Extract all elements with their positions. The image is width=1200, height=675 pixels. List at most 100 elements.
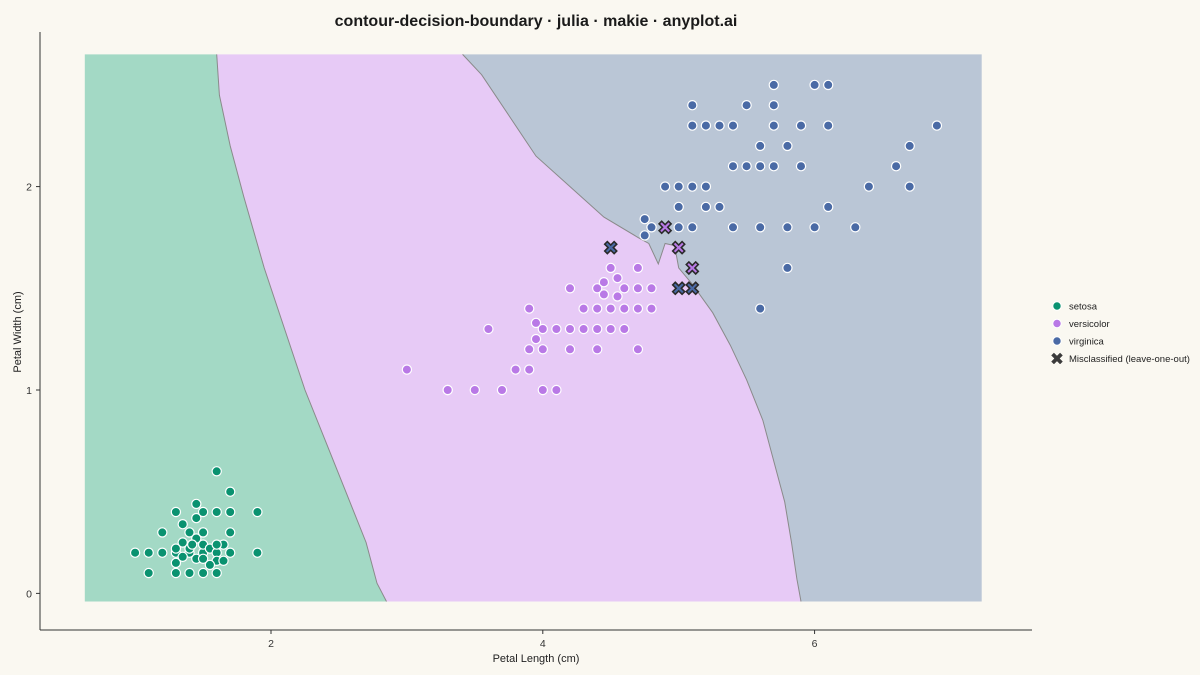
- legend-label: virginica: [1069, 337, 1105, 348]
- point-versicolor: [612, 272, 623, 284]
- point-setosa: [211, 567, 222, 579]
- x-tick-label: 2: [268, 638, 274, 650]
- point-setosa: [211, 506, 222, 518]
- point-virginica: [673, 201, 684, 213]
- point-setosa: [224, 486, 236, 497]
- boundary-setosa-versicolor: [216, 54, 387, 602]
- point-virginica: [755, 303, 766, 314]
- point-setosa: [186, 539, 198, 550]
- point-virginica: [700, 181, 712, 192]
- axes: 2 4 6 0 1 2: [26, 32, 1032, 650]
- point-virginica: [904, 140, 915, 152]
- point-virginica: [673, 222, 684, 233]
- point-setosa: [252, 547, 263, 558]
- region-setosa: [84, 54, 387, 602]
- point-virginica: [890, 160, 902, 172]
- point-virginica: [687, 99, 698, 111]
- data-points: [129, 79, 943, 579]
- point-virginica: [714, 201, 725, 213]
- point-versicolor: [537, 384, 549, 396]
- point-setosa: [184, 567, 195, 579]
- point-setosa: [211, 466, 222, 477]
- x-axis-label: Petal Length (cm): [493, 653, 580, 665]
- point-virginica: [727, 160, 739, 172]
- legend-label: Misclassified (leave-one-out): [1069, 354, 1190, 365]
- point-virginica: [741, 99, 752, 111]
- point-virginica: [755, 140, 766, 152]
- point-versicolor: [578, 303, 589, 314]
- point-virginica: [700, 201, 712, 213]
- point-setosa: [170, 543, 182, 554]
- point-versicolor: [605, 323, 616, 335]
- point-virginica: [904, 181, 915, 192]
- point-misclassified: [671, 240, 686, 255]
- point-versicolor: [537, 323, 549, 335]
- point-versicolor: [646, 283, 657, 294]
- point-versicolor: [619, 323, 630, 335]
- point-versicolor: [564, 344, 576, 355]
- region-versicolor: [216, 54, 801, 602]
- point-setosa: [177, 537, 188, 548]
- point-versicolor: [551, 323, 562, 335]
- point-virginica: [727, 222, 739, 233]
- point-virginica: [687, 222, 698, 233]
- point-virginica: [850, 222, 861, 233]
- point-versicolor: [612, 291, 623, 302]
- point-misclassified: [685, 260, 700, 276]
- y-tick-label: 2: [26, 182, 32, 194]
- point-virginica: [727, 120, 739, 131]
- point-virginica: [768, 79, 780, 91]
- point-versicolor: [510, 364, 521, 375]
- point-setosa: [184, 527, 195, 538]
- point-setosa: [143, 567, 154, 579]
- point-setosa: [252, 506, 263, 518]
- point-versicolor: [632, 262, 644, 274]
- decision-regions: [84, 54, 982, 602]
- point-setosa: [177, 519, 188, 530]
- point-setosa: [170, 567, 182, 579]
- y-tick-label: 1: [26, 385, 32, 397]
- point-setosa: [211, 539, 222, 550]
- point-versicolor: [592, 303, 603, 314]
- y-tick-label: 0: [26, 588, 32, 600]
- decision-boundaries: [216, 54, 802, 602]
- point-virginica: [768, 99, 780, 111]
- point-virginica: [700, 120, 712, 131]
- point-virginica: [755, 222, 766, 233]
- point-misclassified: [685, 281, 700, 296]
- legend-marker-misclassified: [1051, 352, 1063, 365]
- point-virginica: [795, 120, 807, 131]
- point-versicolor: [537, 344, 549, 355]
- point-versicolor: [524, 344, 535, 355]
- point-versicolor: [646, 303, 657, 314]
- point-virginica: [823, 201, 834, 213]
- point-versicolor: [524, 303, 535, 314]
- boundary-versicolor-virginica: [462, 54, 802, 602]
- point-setosa: [170, 557, 182, 569]
- region-virginica: [462, 54, 982, 602]
- point-setosa: [177, 551, 188, 563]
- point-setosa: [191, 498, 202, 510]
- point-virginica: [741, 160, 752, 172]
- point-versicolor: [401, 364, 413, 375]
- point-virginica: [646, 222, 657, 233]
- point-versicolor: [605, 303, 616, 314]
- point-virginica: [931, 120, 943, 131]
- point-virginica: [823, 79, 834, 91]
- point-versicolor: [632, 344, 644, 355]
- point-setosa: [197, 567, 209, 579]
- point-versicolor: [524, 364, 535, 375]
- chart-title: contour-decision-boundary · julia · maki…: [335, 13, 738, 30]
- point-misclassified: [671, 281, 686, 296]
- point-versicolor: [598, 289, 610, 300]
- point-virginica: [782, 262, 793, 274]
- point-virginica: [659, 181, 671, 192]
- point-virginica: [755, 160, 766, 172]
- point-setosa: [157, 547, 168, 558]
- point-virginica: [809, 79, 820, 91]
- point-versicolor: [605, 262, 616, 274]
- point-versicolor: [564, 323, 576, 335]
- point-versicolor: [592, 283, 603, 294]
- x-tick-label: 4: [540, 638, 546, 650]
